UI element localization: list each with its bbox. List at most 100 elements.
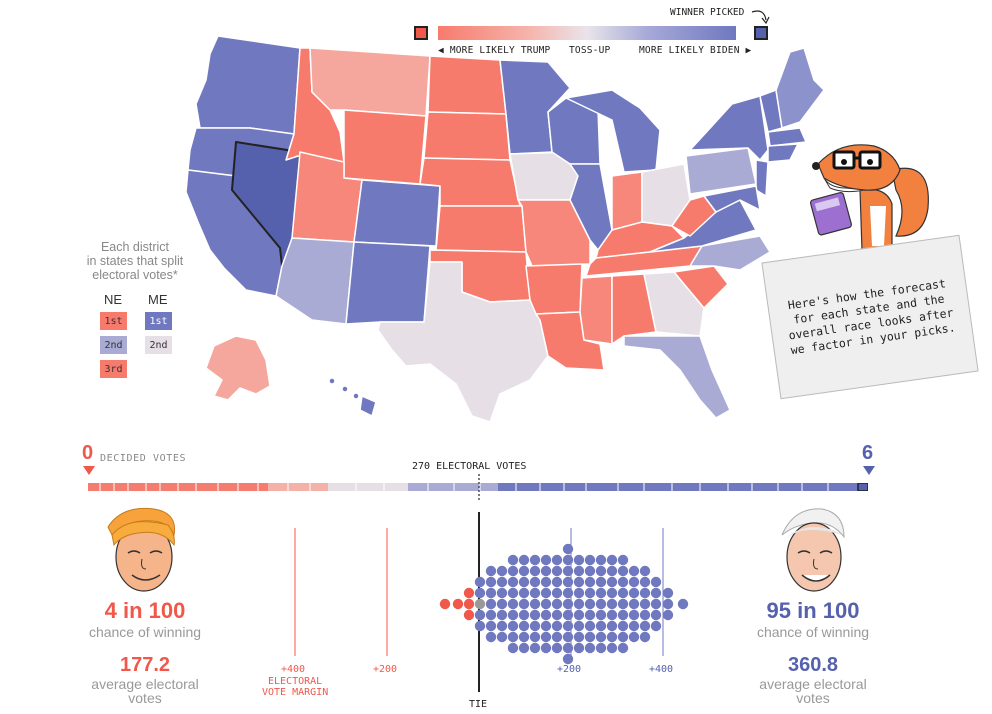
state-michigan[interactable]: [565, 89, 661, 173]
biden-marker-icon: [863, 466, 875, 475]
state-hawaii-3[interactable]: [352, 392, 360, 400]
outcome-dot: [529, 576, 541, 588]
state-maryland[interactable]: [703, 185, 761, 213]
outcome-dot: [584, 631, 596, 643]
outcome-dot: [617, 576, 629, 588]
tie-label: TIE: [469, 699, 488, 710]
state-texas[interactable]: [377, 261, 549, 423]
outcome-dot: [573, 598, 585, 610]
state-arizona[interactable]: [275, 237, 355, 325]
outcome-dot: [474, 576, 486, 588]
biden-avatar: [781, 508, 845, 592]
state-alaska[interactable]: [205, 335, 271, 401]
outcome-dot: [595, 642, 607, 654]
decided-votes-label: DECIDED VOTES: [100, 453, 187, 464]
outcome-dot: [540, 631, 552, 643]
trump-picked-swatch[interactable]: [414, 26, 428, 40]
state-new-york[interactable]: [689, 95, 769, 161]
me-district-2[interactable]: 2nd: [145, 336, 172, 354]
state-hawaii-4[interactable]: [359, 395, 377, 417]
state-connecticut-ri[interactable]: [767, 143, 799, 163]
me-district-1[interactable]: 1st: [145, 312, 172, 330]
state-new-jersey[interactable]: [755, 159, 769, 197]
outcome-dot: [518, 631, 530, 643]
state-illinois[interactable]: [569, 163, 613, 251]
state-indiana[interactable]: [611, 171, 643, 231]
biden-picked-swatch[interactable]: [754, 26, 768, 40]
outcome-dot: [606, 609, 618, 621]
outcome-dot: [606, 598, 618, 610]
outcome-dot: [617, 598, 629, 610]
state-south-carolina[interactable]: [673, 265, 729, 309]
trump-200-label: +200: [373, 664, 398, 675]
state-kansas[interactable]: [435, 205, 527, 253]
outcome-dot: [573, 642, 585, 654]
state-hawaii-1[interactable]: [328, 377, 336, 385]
outcome-dot: [617, 554, 629, 566]
electoral-270-label: 270 ELECTORAL VOTES: [412, 461, 527, 472]
state-alabama[interactable]: [611, 273, 657, 345]
state-new-mexico[interactable]: [345, 241, 431, 325]
outcome-dot: [507, 609, 519, 621]
state-washington[interactable]: [195, 35, 301, 135]
outcome-dot: [628, 587, 640, 599]
state-colorado[interactable]: [353, 179, 441, 247]
outcome-dot: [496, 620, 508, 632]
state-north-dakota[interactable]: [427, 55, 507, 115]
ne-district-3[interactable]: 3rd: [100, 360, 127, 378]
outcome-dot: [606, 642, 618, 654]
outcome-dot: [507, 642, 519, 654]
outcome-dot: [496, 631, 508, 643]
outcome-dot: [562, 653, 574, 665]
outcome-dot: [507, 587, 519, 599]
state-mississippi[interactable]: [579, 275, 613, 345]
biden-odds: 95 in 100: [766, 598, 860, 623]
outcome-dot: [584, 576, 596, 588]
ne-district-1[interactable]: 1st: [100, 312, 127, 330]
electoral-vote-bar[interactable]: [88, 483, 868, 491]
outcome-dot: [617, 565, 629, 577]
outcome-dot: [551, 587, 563, 599]
outcome-dot: [595, 565, 607, 577]
trump-avatar: [107, 507, 176, 592]
outcome-dot: [573, 609, 585, 621]
state-arkansas[interactable]: [525, 263, 583, 315]
winner-picked-label: WINNER PICKED: [670, 7, 745, 18]
trump-odds: 4 in 100: [104, 598, 186, 623]
trump-ev-sub-2: votes: [128, 690, 162, 706]
state-pennsylvania[interactable]: [685, 147, 757, 195]
outcome-dot: [496, 609, 508, 621]
state-hawaii-2[interactable]: [341, 385, 349, 393]
outcome-dot: [518, 598, 530, 610]
outcome-dot: [606, 631, 618, 643]
outcome-dot: [595, 598, 607, 610]
trump-marker-icon: [83, 466, 95, 475]
outcome-dot: [507, 631, 519, 643]
state-maine[interactable]: [775, 47, 825, 129]
outcome-dot: [606, 587, 618, 599]
trump-stats: 4 in 100 chance of winning 177.2 average…: [64, 598, 226, 705]
outcome-dot: [606, 620, 618, 632]
state-massachusetts[interactable]: [767, 127, 807, 147]
state-south-dakota[interactable]: [423, 111, 511, 161]
outcome-dot: [584, 554, 596, 566]
outcome-dot: [507, 565, 519, 577]
ne-district-2[interactable]: 2nd: [100, 336, 127, 354]
outcome-dot: [540, 609, 552, 621]
outcome-dot: [628, 609, 640, 621]
outcome-dot: [595, 587, 607, 599]
outcome-dot: [584, 620, 596, 632]
outcome-dot: [628, 598, 640, 610]
outcome-dot: [662, 609, 674, 621]
likelihood-gradient: [438, 26, 736, 40]
state-wyoming[interactable]: [343, 109, 427, 185]
outcome-dot: [551, 554, 563, 566]
state-florida[interactable]: [623, 335, 731, 419]
biden-ev-sub-1: average electoral: [759, 676, 867, 692]
biden-ev: 360.8: [787, 654, 839, 676]
state-georgia[interactable]: [643, 271, 705, 337]
outcome-dot: [485, 620, 497, 632]
outcome-dot: [463, 587, 475, 599]
state-montana[interactable]: [309, 47, 431, 117]
trump-odds-sub: chance of winning: [88, 624, 202, 640]
